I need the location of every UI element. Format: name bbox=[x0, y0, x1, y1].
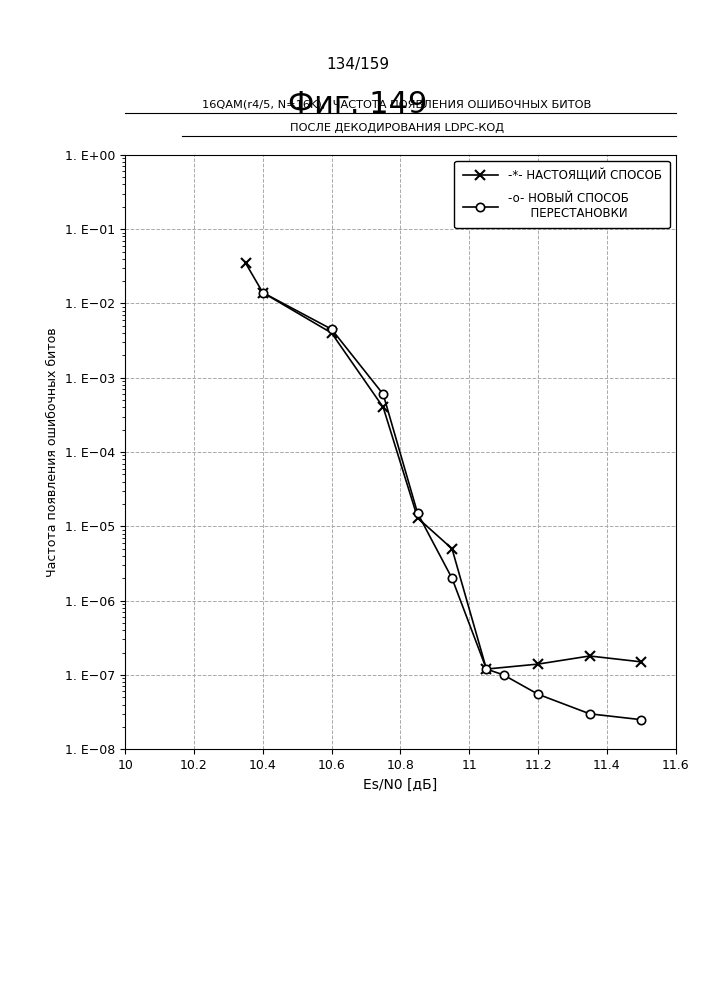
-*- НАСТОЯЩИЙ СПОСОБ bbox=[637, 656, 646, 668]
-o- НОВЫЙ СПОСОБ
      ПЕРЕСТАНОВКИ bbox=[379, 389, 388, 401]
-o- НОВЫЙ СПОСОБ
      ПЕРЕСТАНОВКИ bbox=[533, 688, 542, 700]
-*- НАСТОЯЩИЙ СПОСОБ bbox=[413, 511, 422, 523]
-*- НАСТОЯЩИЙ СПОСОБ bbox=[259, 287, 267, 299]
-*- НАСТОЯЩИЙ СПОСОБ bbox=[482, 663, 490, 675]
-*- НАСТОЯЩИЙ СПОСОБ bbox=[586, 650, 594, 662]
-o- НОВЫЙ СПОСОБ
      ПЕРЕСТАНОВКИ bbox=[499, 669, 508, 681]
Text: Фиг. 149: Фиг. 149 bbox=[288, 90, 427, 120]
-*- НАСТОЯЩИЙ СПОСОБ bbox=[327, 327, 336, 339]
-o- НОВЫЙ СПОСОБ
      ПЕРЕСТАНОВКИ bbox=[259, 287, 267, 299]
-o- НОВЫЙ СПОСОБ
      ПЕРЕСТАНОВКИ bbox=[482, 663, 490, 675]
-o- НОВЫЙ СПОСОБ
      ПЕРЕСТАНОВКИ bbox=[637, 713, 646, 725]
-o- НОВЫЙ СПОСОБ
      ПЕРЕСТАНОВКИ bbox=[327, 324, 336, 336]
-*- НАСТОЯЩИЙ СПОСОБ bbox=[241, 257, 250, 269]
-o- НОВЫЙ СПОСОБ
      ПЕРЕСТАНОВКИ bbox=[448, 572, 456, 584]
Line: -o- НОВЫЙ СПОСОБ
      ПЕРЕСТАНОВКИ: -o- НОВЫЙ СПОСОБ ПЕРЕСТАНОВКИ bbox=[259, 289, 646, 724]
Text: ПОСЛЕ ДЕКОДИРОВАНИЯ LDPC-КОД: ПОСЛЕ ДЕКОДИРОВАНИЯ LDPC-КОД bbox=[290, 123, 504, 133]
-*- НАСТОЯЩИЙ СПОСОБ bbox=[379, 402, 388, 414]
X-axis label: Es/N0 [дБ]: Es/N0 [дБ] bbox=[363, 777, 438, 791]
Y-axis label: Частота появления ошибочных битов: Частота появления ошибочных битов bbox=[46, 328, 59, 576]
Text: 16QAM(r4/5, N=16K),  ЧАСТОТА ПОЯВЛЕНИЯ ОШИБОЧНЫХ БИТОВ: 16QAM(r4/5, N=16K), ЧАСТОТА ПОЯВЛЕНИЯ ОШ… bbox=[202, 100, 591, 110]
-*- НАСТОЯЩИЙ СПОСОБ bbox=[533, 658, 542, 670]
-o- НОВЫЙ СПОСОБ
      ПЕРЕСТАНОВКИ bbox=[413, 507, 422, 519]
Line: -*- НАСТОЯЩИЙ СПОСОБ: -*- НАСТОЯЩИЙ СПОСОБ bbox=[241, 258, 646, 674]
Text: 134/159: 134/159 bbox=[326, 57, 389, 73]
-o- НОВЫЙ СПОСОБ
      ПЕРЕСТАНОВКИ bbox=[586, 708, 594, 720]
-*- НАСТОЯЩИЙ СПОСОБ bbox=[448, 542, 456, 554]
Legend: -*- НАСТОЯЩИЙ СПОСОБ, -o- НОВЫЙ СПОСОБ
      ПЕРЕСТАНОВКИ: -*- НАСТОЯЩИЙ СПОСОБ, -o- НОВЫЙ СПОСОБ П… bbox=[455, 161, 670, 228]
